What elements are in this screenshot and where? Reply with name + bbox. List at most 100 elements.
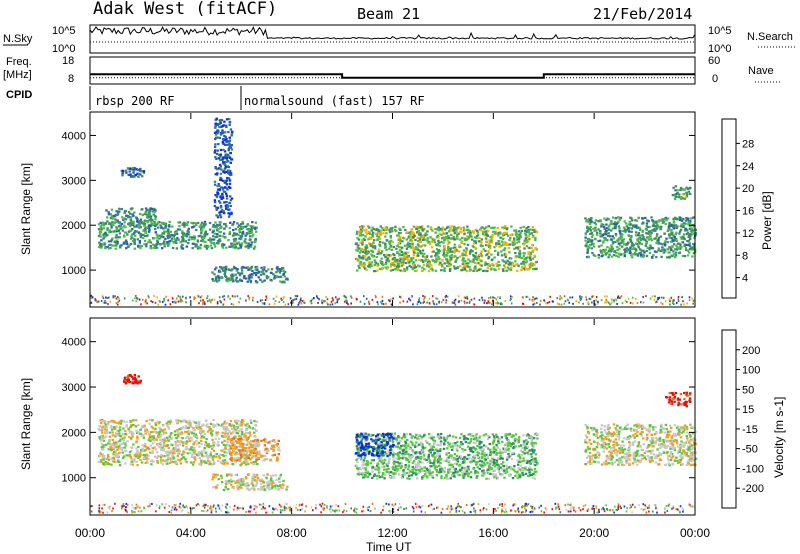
heatmap-cell: [170, 234, 173, 237]
heatmap-cell: [448, 269, 452, 272]
heatmap-cell: [148, 211, 151, 214]
heatmap-cell: [176, 430, 180, 433]
heatmap-cell: [224, 486, 227, 489]
heatmap-cell: [109, 213, 112, 216]
heatmap-cell: [136, 168, 140, 171]
heatmap-cell: [143, 239, 147, 243]
heatmap-cell: [223, 428, 226, 431]
heatmap-cell: [222, 161, 226, 164]
heatmap-cell: [197, 424, 201, 427]
heatmap-cell: [193, 238, 196, 241]
heatmap-cell: [230, 197, 234, 200]
heatmap-cell: [428, 468, 432, 471]
heatmap-cell: [384, 235, 387, 238]
heatmap-cell: [100, 242, 103, 246]
heatmap-cell: [558, 303, 560, 306]
heatmap-cell: [125, 420, 128, 423]
noise-right-tick-top: 10^5: [708, 25, 732, 37]
heatmap-cell: [252, 226, 255, 229]
heatmap-cell: [98, 241, 101, 244]
heatmap-cell: [229, 478, 233, 481]
heatmap-cell: [486, 266, 490, 269]
heatmap-cell: [670, 231, 673, 234]
heatmap-cell: [226, 205, 229, 209]
heatmap-cell: [436, 260, 439, 263]
heatmap-cell: [117, 296, 119, 299]
heatmap-cell: [135, 300, 137, 303]
heatmap-cell: [406, 245, 409, 249]
heatmap-cell: [498, 264, 501, 267]
heatmap-cell: [424, 295, 426, 298]
heatmap-cell: [177, 458, 180, 461]
heatmap-cell: [117, 458, 120, 461]
heatmap-cell: [511, 262, 515, 265]
heatmap-cell: [597, 300, 599, 303]
heatmap-cell: [423, 256, 427, 259]
heatmap-cell: [409, 233, 412, 236]
heatmap-cell: [201, 229, 204, 232]
heatmap-cell: [219, 213, 222, 216]
heatmap-cell: [680, 223, 683, 226]
heatmap-cell: [209, 453, 212, 457]
heatmap-cell: [641, 237, 645, 240]
heatmap-cell: [240, 279, 243, 282]
heatmap-cell: [275, 271, 278, 274]
heatmap-cell: [151, 419, 154, 422]
heatmap-cell: [161, 440, 164, 443]
heatmap-cell: [471, 250, 474, 253]
heatmap-cell: [270, 268, 274, 271]
heatmap-cell: [161, 446, 164, 449]
heatmap-cell: [411, 231, 414, 234]
heatmap-cell: [131, 228, 134, 231]
heatmap-cell: [395, 260, 398, 263]
heatmap-cell: [109, 444, 113, 447]
heatmap-cell: [505, 241, 508, 245]
heatmap-cell: [136, 297, 138, 300]
heatmap-cell: [685, 216, 688, 220]
heatmap-cell: [224, 434, 227, 437]
heatmap-cell: [181, 247, 185, 250]
heatmap-cell: [602, 234, 605, 237]
heatmap-cell: [160, 233, 163, 236]
heatmap-cell: [496, 232, 499, 235]
heatmap-cell: [195, 439, 198, 442]
heatmap-cell: [519, 449, 523, 452]
heatmap-cell: [447, 247, 450, 250]
heatmap-cell: [224, 236, 227, 239]
heatmap-cell: [516, 246, 520, 249]
heatmap-cell: [149, 215, 153, 218]
heatmap-cell: [202, 226, 205, 229]
heatmap-cell: [185, 440, 189, 443]
heatmap-cell: [204, 461, 207, 464]
heatmap-cell: [370, 253, 373, 256]
heatmap-cell: [223, 190, 227, 193]
heatmap-cell: [120, 208, 123, 211]
heatmap-cell: [588, 244, 592, 247]
heatmap-cell: [200, 440, 203, 443]
heatmap-cell: [151, 427, 154, 430]
heatmap-cell: [473, 261, 476, 265]
heatmap-cell: [122, 420, 125, 423]
heatmap-cell: [509, 236, 512, 240]
heatmap-cell: [214, 133, 218, 136]
heatmap-cell: [666, 248, 669, 251]
heatmap-cell: [213, 226, 217, 229]
heatmap-cell: [664, 250, 667, 253]
heatmap-cell: [452, 235, 455, 238]
heatmap-cell: [227, 160, 230, 163]
heatmap-cell: [111, 434, 115, 437]
heatmap-cell: [220, 178, 223, 181]
heatmap-cell: [132, 171, 135, 174]
heatmap-cell: [480, 250, 483, 253]
heatmap-cell: [150, 207, 154, 210]
heatmap-cell: [135, 431, 139, 434]
heatmap-cell: [197, 427, 200, 430]
heatmap-cell: [219, 270, 222, 273]
heatmap-cell: [183, 240, 186, 243]
heatmap-cell: [224, 155, 227, 158]
heatmap-cell: [182, 450, 185, 453]
heatmap-cell: [174, 433, 177, 437]
heatmap-cell: [208, 460, 212, 463]
heatmap-cell: [160, 235, 163, 238]
